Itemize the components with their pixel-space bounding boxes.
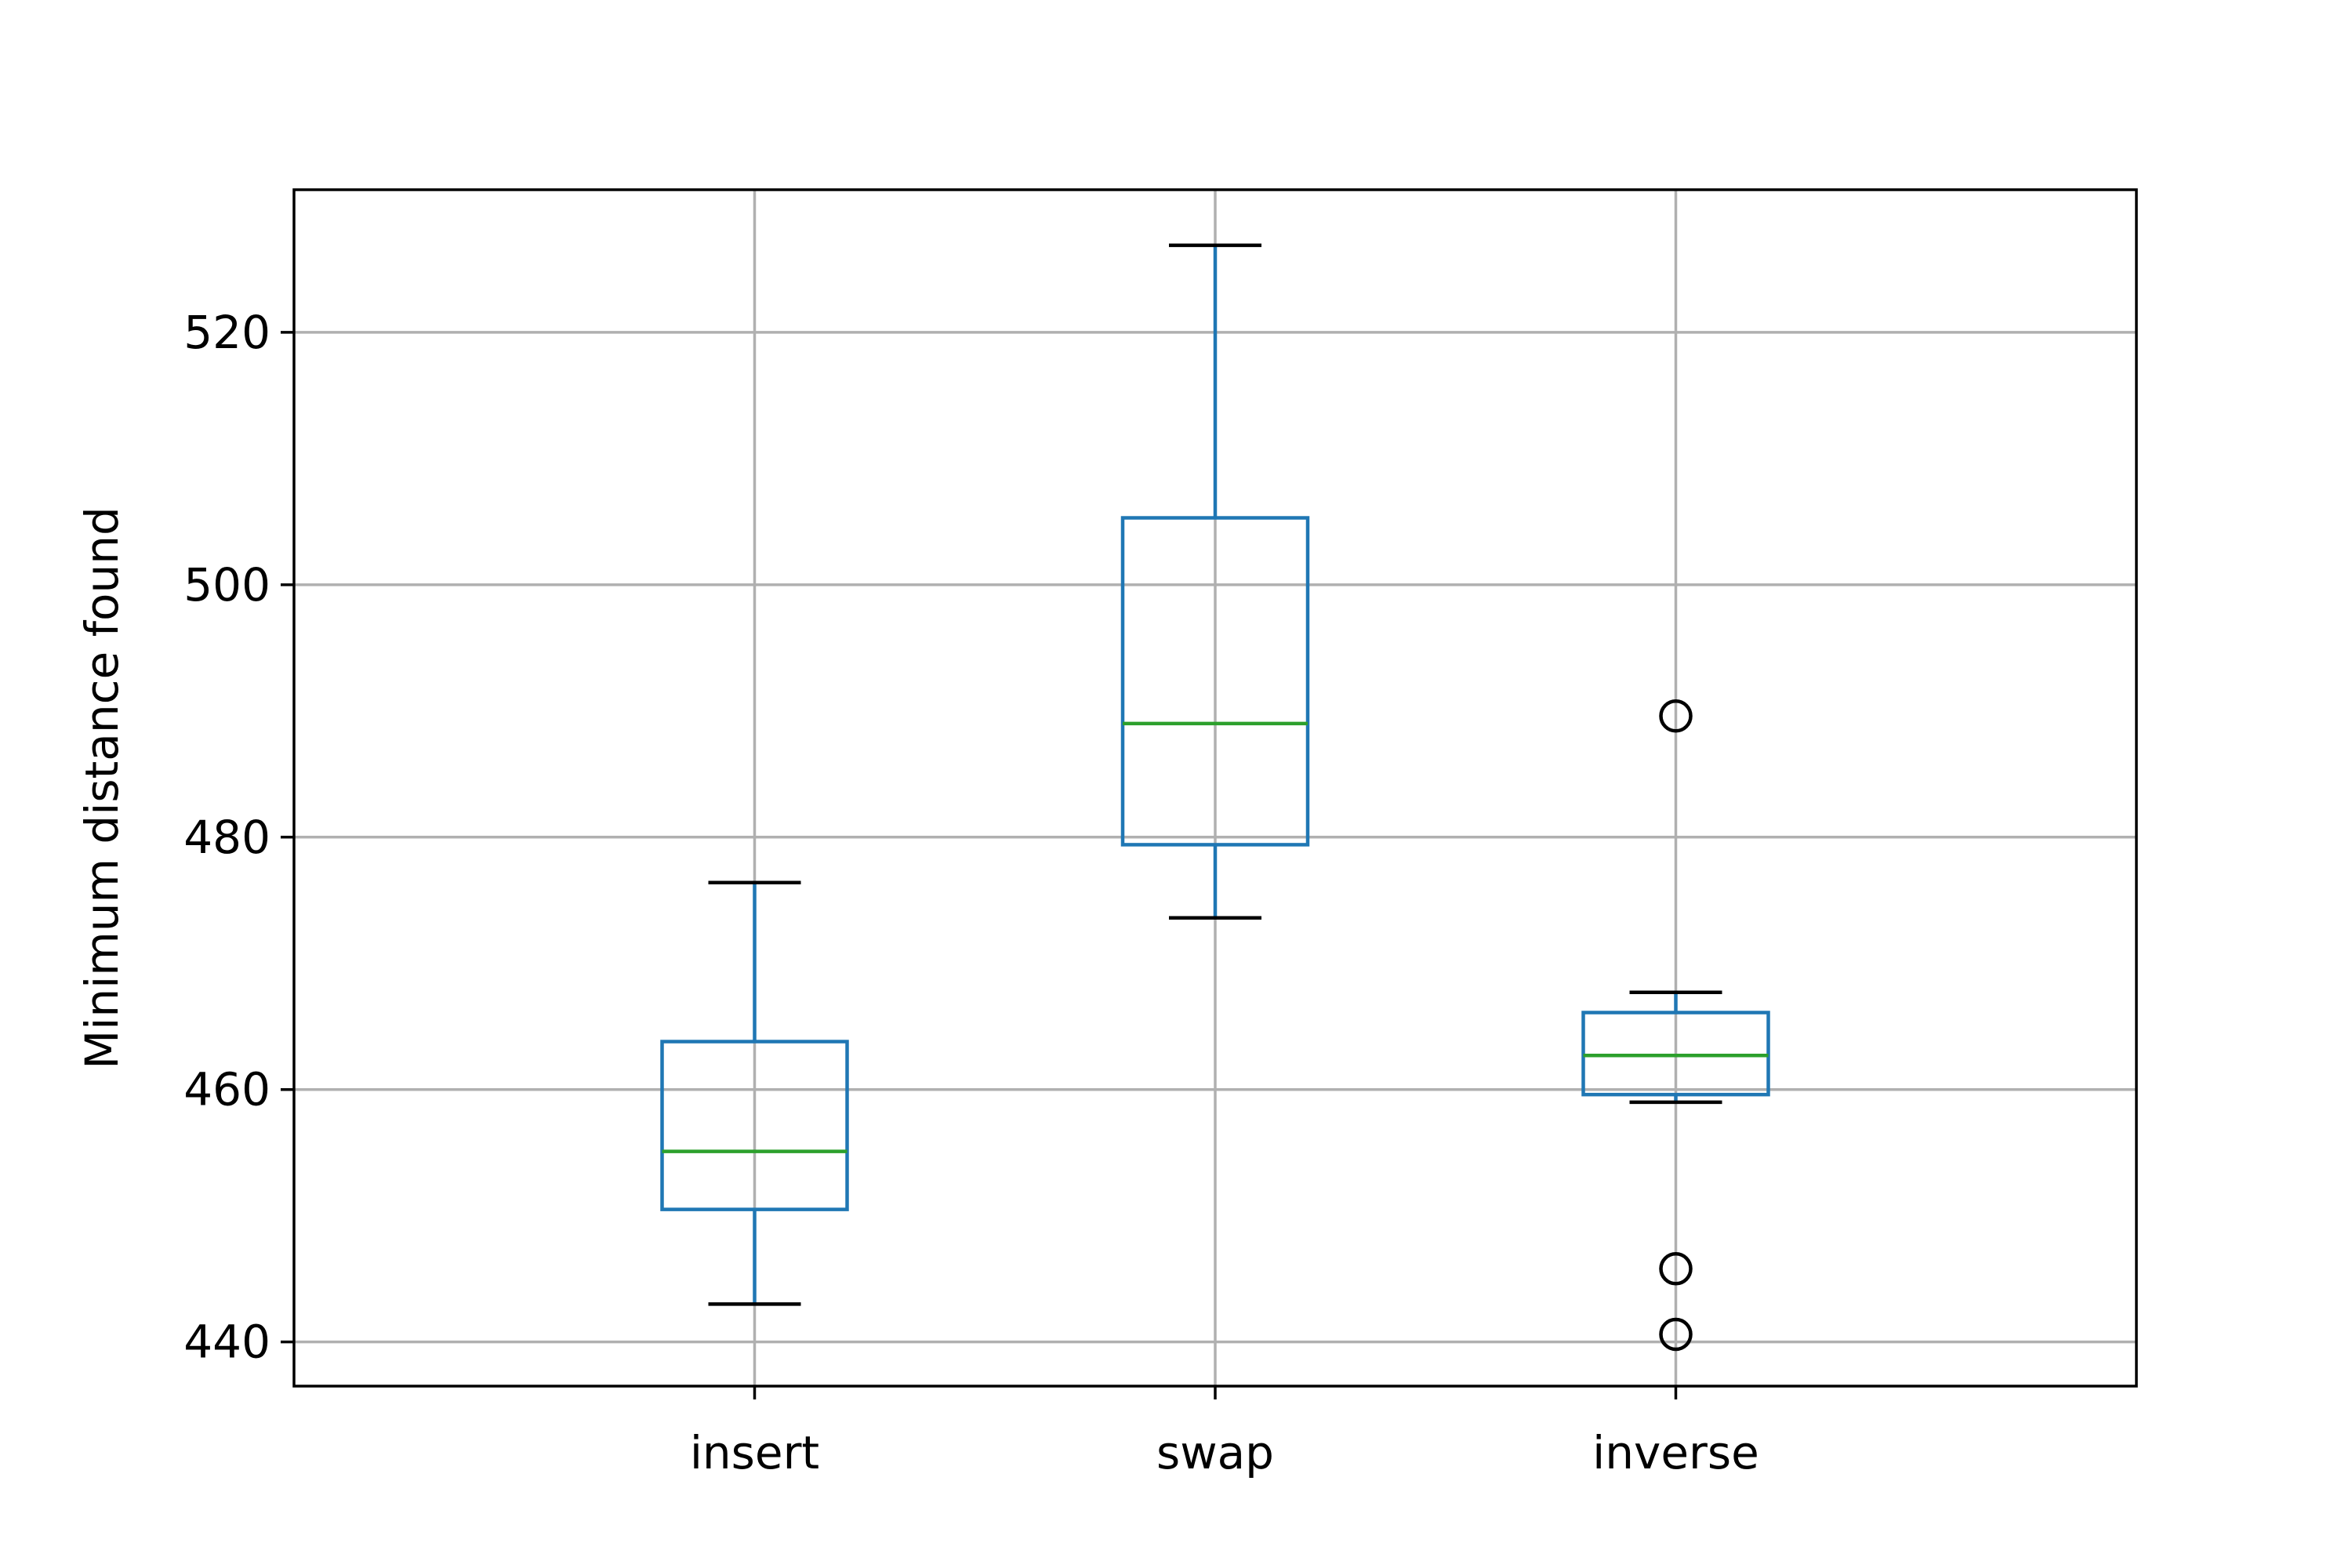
box-insert: [660, 880, 849, 1306]
y-tick-label: 500: [183, 558, 270, 612]
y-tick-label: 520: [183, 306, 270, 359]
x-tick-label: insert: [690, 1426, 819, 1479]
y-axis-label: Minimum distance found: [75, 506, 129, 1069]
box-swap: [1120, 243, 1310, 920]
axis-ticks: 440 460 480 500 520 insert swap inverse: [183, 306, 1759, 1479]
x-tick-label: inverse: [1592, 1426, 1759, 1479]
outlier-point: [1659, 699, 1693, 733]
boxes: [660, 243, 1770, 1352]
outlier-point: [1659, 1317, 1693, 1352]
box-inverse: [1581, 699, 1770, 1352]
iqr-box: [1581, 1011, 1770, 1097]
outlier-point: [1659, 1252, 1693, 1286]
y-tick-label: 460: [183, 1063, 270, 1116]
y-tick-label: 480: [183, 811, 270, 864]
x-tick-label: swap: [1156, 1426, 1274, 1479]
y-tick-label: 440: [183, 1316, 270, 1369]
iqr-box: [1120, 516, 1310, 847]
iqr-box: [660, 1040, 849, 1211]
